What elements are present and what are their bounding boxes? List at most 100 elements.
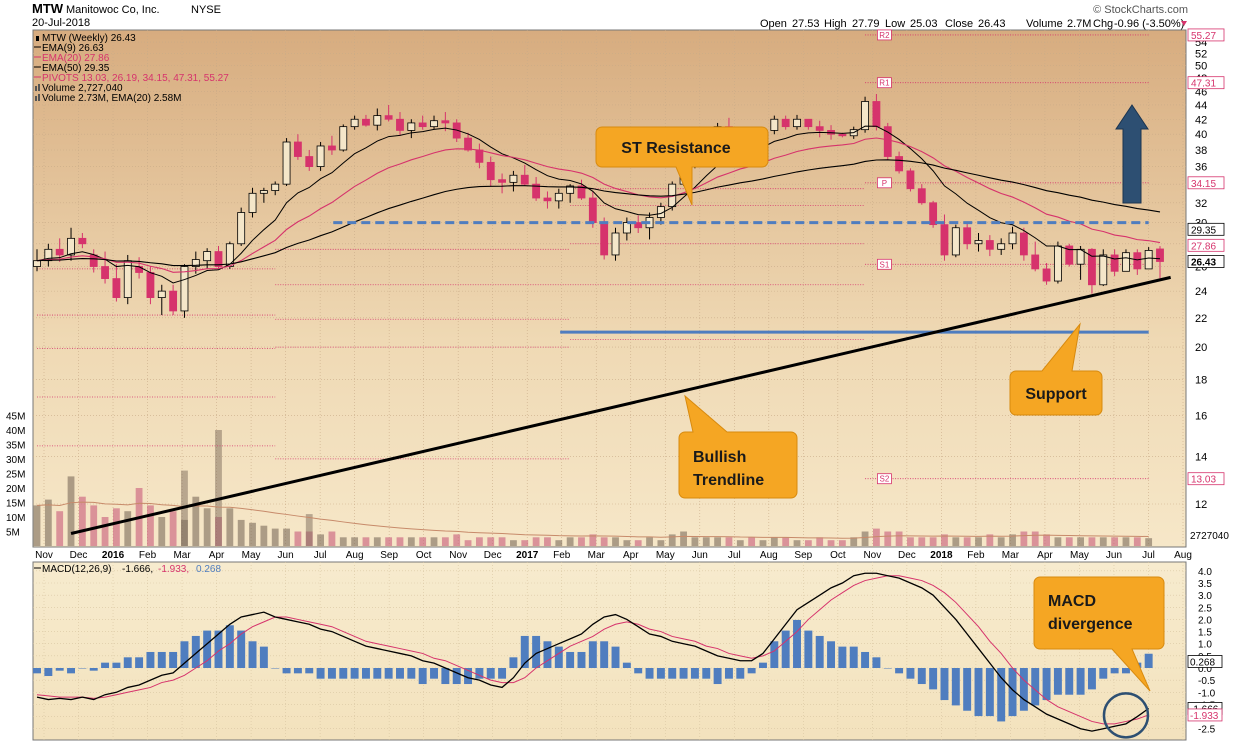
time-tick-label: Dec: [898, 550, 916, 561]
macd-histogram-bar: [770, 641, 779, 668]
candle-body: [486, 161, 495, 181]
bar-swatch: [35, 96, 37, 101]
macd-name: MACD(12,26,9): [42, 564, 111, 575]
pivot-marker-label: R2: [879, 31, 890, 40]
macd-histogram-bar: [974, 668, 983, 717]
volume-bar: [521, 540, 529, 546]
macd-histogram-bar: [191, 635, 200, 668]
macd-histogram-bar: [464, 668, 473, 685]
macd-histogram-bar: [895, 668, 904, 674]
price-tick-label: 32: [1195, 198, 1207, 210]
macd-tick-label: -1.0: [1198, 688, 1216, 699]
time-tick-label: Jul: [728, 550, 741, 561]
time-tick-label: May: [1070, 550, 1089, 561]
macd-histogram-bar: [759, 662, 767, 668]
macd-histogram-bar: [123, 657, 132, 668]
volume-bar: [396, 537, 404, 546]
macd-histogram-bar: [702, 668, 711, 679]
price-tick-label: 12: [1195, 499, 1207, 511]
macd-histogram-bar: [747, 668, 756, 674]
candle-body: [123, 260, 132, 298]
macd-histogram-bar: [611, 646, 620, 668]
candle-body: [214, 251, 223, 267]
volume-bar: [283, 528, 290, 546]
volume-bar: [612, 537, 619, 546]
macd-tick-label: -0.5: [1198, 676, 1216, 687]
macd-histogram-bar: [588, 641, 597, 668]
callout-text: Trendline: [693, 472, 764, 489]
pivot-marker: [877, 29, 892, 41]
candle-body: [781, 118, 790, 128]
macd-histogram-bar: [1031, 668, 1040, 706]
price-tick-label: 50: [1195, 61, 1207, 73]
chart-date: 20-Jul-2018: [32, 17, 90, 29]
time-tick-label: Nov: [449, 550, 467, 561]
time-tick-label: May: [656, 550, 675, 561]
price-badge-label: 26.43: [1191, 257, 1216, 268]
price-badge: [1187, 176, 1225, 190]
volume-bar: [1020, 531, 1028, 546]
volume-bar: [544, 537, 551, 546]
macd-histogram-bar: [396, 668, 404, 679]
high-label: High: [824, 18, 847, 30]
price-badge: [1187, 76, 1225, 90]
pivot-marker-label: S2: [880, 475, 890, 484]
macd-panel: [32, 561, 1187, 741]
price-badge: [1187, 255, 1225, 268]
price-tick-label: 36: [1195, 162, 1207, 174]
volume-bar: [362, 537, 370, 546]
volume-bar: [838, 540, 846, 546]
bar-swatch: [38, 84, 40, 91]
candle-body: [305, 156, 314, 167]
macd-histogram-bar: [350, 668, 359, 679]
time-tick-label: Feb: [553, 550, 571, 561]
macd-histogram-bar: [135, 657, 144, 668]
volume-bar: [1054, 537, 1062, 546]
quote-summary: Open 27.53 High 27.79 Low 25.03 Close 26…: [760, 18, 1187, 30]
price-tick-label: 42: [1195, 114, 1207, 126]
macd-histogram-bar: [486, 668, 495, 679]
macd-badge: [1187, 655, 1223, 668]
volume-bar: [680, 531, 687, 546]
volume-bar: [952, 537, 960, 546]
stockcharts-credit: © StockCharts.com: [1093, 4, 1188, 16]
volume-value: 2.7M: [1067, 18, 1091, 30]
candle-body: [169, 290, 178, 312]
volume-bar: [782, 537, 790, 546]
macd-tick-label: 3.5: [1198, 579, 1212, 590]
volume-bar: [646, 537, 653, 546]
chg-label: Chg: [1093, 18, 1113, 30]
macd-histogram-bar: [271, 668, 280, 669]
macd-histogram-bar: [475, 668, 484, 679]
macd-histogram-bar: [157, 651, 166, 668]
volume-bar: [668, 534, 676, 546]
volume-bar: [1122, 537, 1130, 546]
macd-histogram-bar: [180, 641, 189, 668]
price-tick-label: 16: [1195, 411, 1207, 423]
volume-bar: [305, 514, 313, 546]
volume-bar: [1133, 537, 1141, 546]
candle-body: [248, 192, 257, 213]
macd-histogram-bar: [1110, 668, 1119, 674]
volume-bar: [623, 540, 631, 546]
macd-histogram-bar: [1065, 668, 1074, 695]
macd-histogram-bar: [1099, 668, 1108, 679]
volume-bar: [1043, 534, 1050, 546]
candle-body: [430, 120, 438, 128]
price-badge: [1187, 238, 1225, 252]
high-value: 27.79: [852, 18, 880, 30]
legend-item-ema50: EMA(50) 29.35: [34, 63, 110, 74]
price-badge-label: 47.31: [1191, 79, 1216, 90]
pivot-marker: [877, 473, 892, 485]
macd-histogram-bar: [78, 668, 87, 669]
volume-bar: [351, 537, 359, 546]
macd-histogram-bar: [1019, 668, 1028, 711]
macd-histogram-bar: [101, 662, 110, 668]
volume-bar: [1088, 537, 1096, 546]
volume-bar: [532, 537, 540, 546]
macd-histogram-bar: [906, 668, 915, 679]
macd-histogram-bar: [509, 657, 518, 668]
pivot-marker-label: P: [882, 179, 887, 188]
legend-pivots-text: PIVOTS 13.03, 26.19, 34.15, 47.31, 55.27: [42, 73, 229, 84]
time-tick-label: Apr: [1037, 550, 1053, 561]
